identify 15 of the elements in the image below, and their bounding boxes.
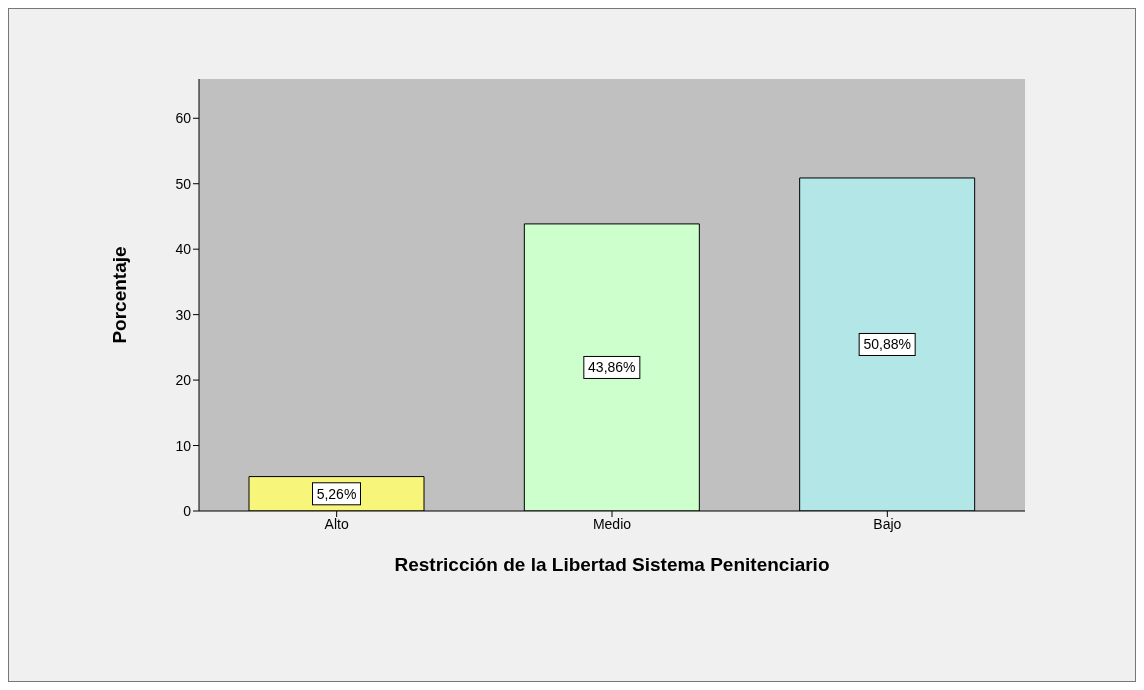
y-axis-title: Porcentaje xyxy=(108,246,130,344)
data-label: 43,86% xyxy=(588,359,636,376)
x-axis-title: Restricción de la Libertad Sistema Penitenciario xyxy=(394,554,830,575)
y-tick-label: 10 xyxy=(175,437,192,454)
x-tick-label: Alto xyxy=(324,515,349,532)
x-tick-label: Medio xyxy=(592,515,632,532)
y-tick-label: 0 xyxy=(183,502,192,519)
y-tick-label: 60 xyxy=(175,110,192,127)
y-tick-label: 40 xyxy=(175,241,192,258)
data-label: 5,26% xyxy=(316,485,357,502)
y-tick-label: 20 xyxy=(175,372,192,389)
y-tick-label: 50 xyxy=(175,175,192,192)
data-label: 50,88% xyxy=(863,336,911,353)
x-tick-label: Bajo xyxy=(873,515,902,532)
y-tick-label: 30 xyxy=(175,306,192,323)
